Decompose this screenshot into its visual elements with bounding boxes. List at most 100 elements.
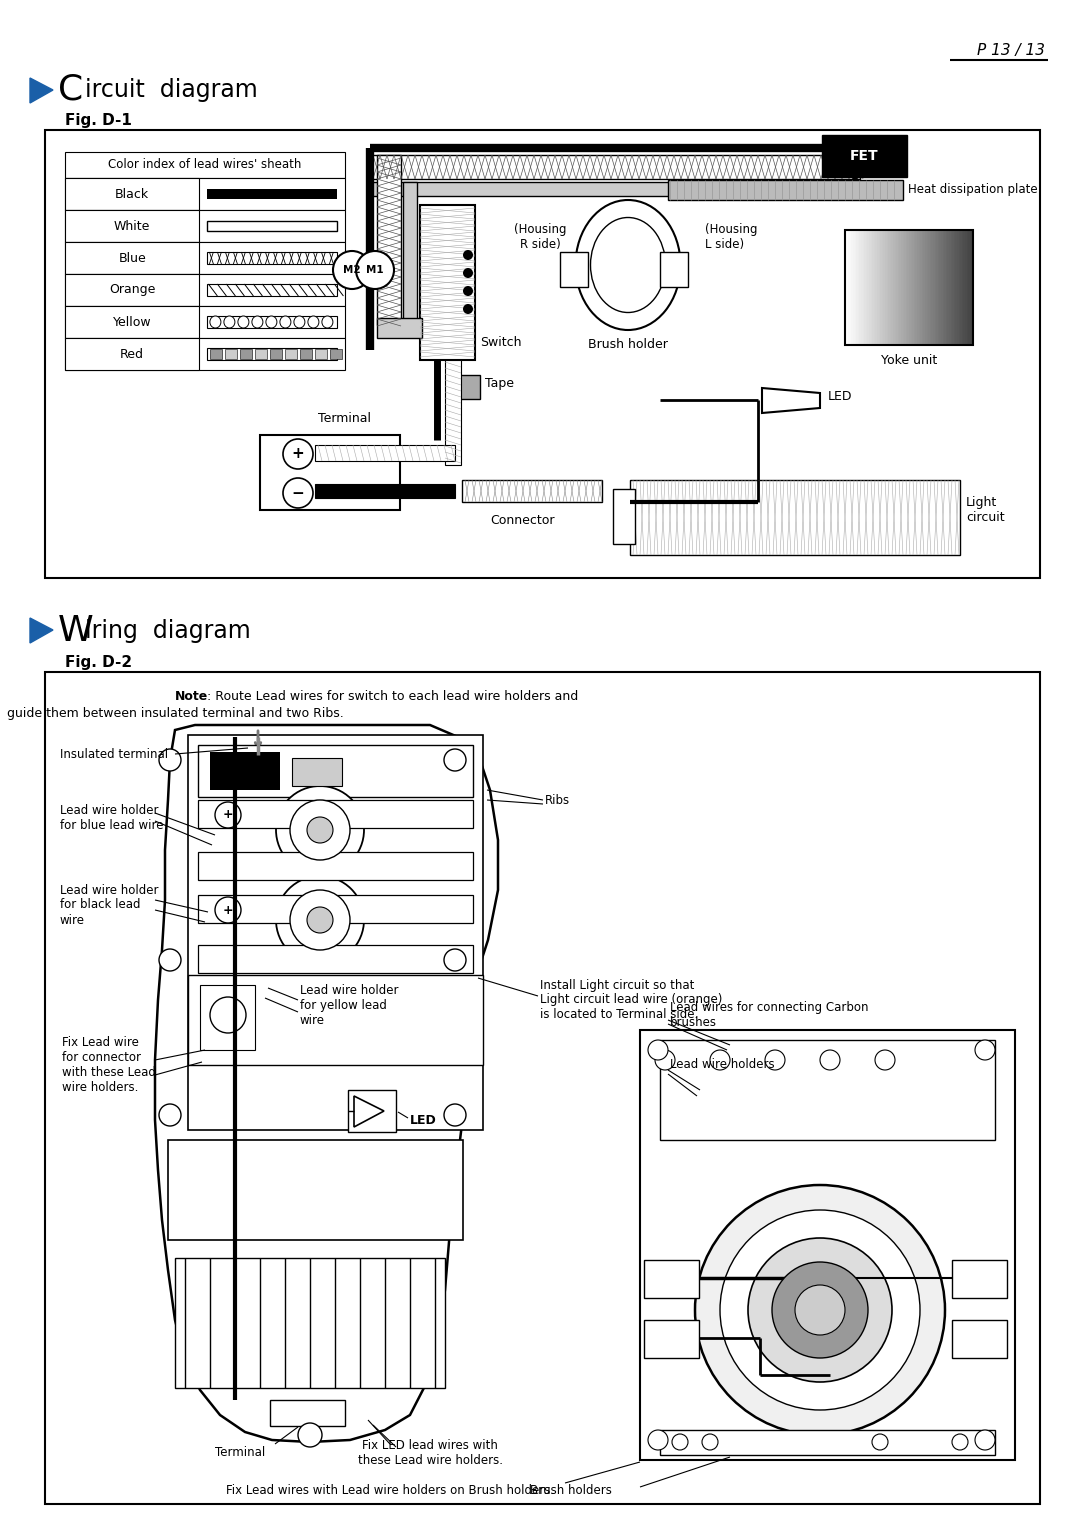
Bar	[960, 231, 962, 345]
Bar	[462, 480, 602, 503]
Circle shape	[444, 749, 465, 772]
Bar	[270, 348, 282, 359]
Circle shape	[648, 1041, 669, 1060]
Text: Connector: Connector	[490, 513, 554, 527]
Bar	[914, 231, 916, 345]
Bar	[950, 231, 953, 345]
Polygon shape	[762, 388, 820, 413]
Bar	[897, 231, 900, 345]
Bar	[931, 231, 933, 345]
Circle shape	[672, 1433, 688, 1450]
Bar	[207, 316, 337, 329]
Text: Blue: Blue	[119, 252, 146, 264]
Bar	[930, 231, 932, 345]
Ellipse shape	[224, 316, 235, 329]
Bar	[207, 252, 337, 264]
Circle shape	[463, 251, 473, 260]
Bar	[65, 274, 200, 306]
Bar	[420, 205, 475, 361]
Bar	[970, 231, 972, 345]
Circle shape	[291, 801, 350, 860]
Bar	[640, 1030, 1015, 1459]
Bar	[922, 231, 923, 345]
Bar	[956, 231, 958, 345]
Bar	[910, 231, 913, 345]
Bar	[660, 1430, 995, 1455]
Bar	[315, 445, 455, 461]
Bar	[913, 231, 915, 345]
Circle shape	[820, 1050, 840, 1070]
Text: +: +	[292, 446, 305, 461]
Bar	[644, 1320, 699, 1358]
Text: M1: M1	[366, 264, 383, 275]
Bar	[901, 231, 903, 345]
Text: +: +	[222, 808, 233, 822]
Text: White: White	[114, 220, 150, 232]
Bar	[198, 944, 473, 973]
Bar	[348, 1089, 396, 1132]
Text: P 13 / 13: P 13 / 13	[977, 43, 1045, 58]
Text: iring  diagram: iring diagram	[85, 619, 251, 643]
Text: (Housing
L side): (Housing L side)	[705, 223, 757, 251]
Bar	[951, 1320, 1007, 1358]
Text: W: W	[58, 614, 94, 648]
Circle shape	[654, 1050, 675, 1070]
Bar	[907, 231, 909, 345]
Bar	[876, 231, 877, 345]
Circle shape	[276, 785, 364, 874]
Circle shape	[444, 1105, 465, 1126]
Circle shape	[307, 817, 333, 843]
Bar	[863, 231, 865, 345]
Bar	[944, 231, 946, 345]
Bar	[943, 231, 945, 345]
Bar	[916, 231, 918, 345]
Bar	[888, 231, 890, 345]
Bar	[613, 489, 635, 544]
Bar	[65, 241, 345, 274]
Text: Black: Black	[116, 188, 149, 200]
Bar	[953, 231, 955, 345]
Bar	[644, 1261, 699, 1297]
Bar	[880, 231, 882, 345]
Bar	[198, 801, 473, 828]
Circle shape	[648, 1430, 669, 1450]
Text: FET: FET	[850, 150, 878, 163]
Bar	[860, 231, 862, 345]
Ellipse shape	[252, 316, 262, 329]
Bar	[669, 180, 903, 200]
Bar	[870, 231, 873, 345]
Text: Light
circuit: Light circuit	[966, 497, 1004, 524]
Text: Brush holder: Brush holder	[589, 339, 667, 351]
Text: Brush holders: Brush holders	[530, 1484, 612, 1496]
Bar	[198, 853, 473, 880]
Bar	[845, 231, 847, 345]
Text: Ribs: Ribs	[545, 793, 570, 807]
Circle shape	[951, 1433, 968, 1450]
Bar	[927, 231, 929, 345]
Bar	[65, 209, 345, 241]
Bar	[45, 130, 1040, 578]
Circle shape	[283, 478, 313, 507]
Text: Lead wire holder
for black lead
wire: Lead wire holder for black lead wire	[60, 883, 159, 926]
Bar	[858, 231, 860, 345]
Bar	[940, 231, 942, 345]
Bar	[887, 231, 889, 345]
Circle shape	[463, 304, 473, 313]
Circle shape	[210, 996, 246, 1033]
Bar	[168, 1140, 463, 1241]
Text: Lead wire holder
for blue lead wire: Lead wire holder for blue lead wire	[60, 804, 163, 833]
Bar	[207, 348, 337, 361]
Bar	[936, 231, 939, 345]
Circle shape	[795, 1285, 845, 1335]
Bar	[919, 231, 920, 345]
Bar	[894, 231, 896, 345]
Polygon shape	[30, 78, 53, 102]
Bar	[660, 1041, 995, 1140]
Bar	[877, 231, 879, 345]
Bar	[968, 231, 970, 345]
Text: Fix Lead wire
for connector
with these Lead
wire holders.: Fix Lead wire for connector with these L…	[62, 1036, 156, 1094]
Text: Terminal: Terminal	[318, 411, 372, 425]
Text: Insulated terminal: Insulated terminal	[60, 749, 168, 761]
Circle shape	[696, 1186, 945, 1435]
Circle shape	[975, 1041, 995, 1060]
